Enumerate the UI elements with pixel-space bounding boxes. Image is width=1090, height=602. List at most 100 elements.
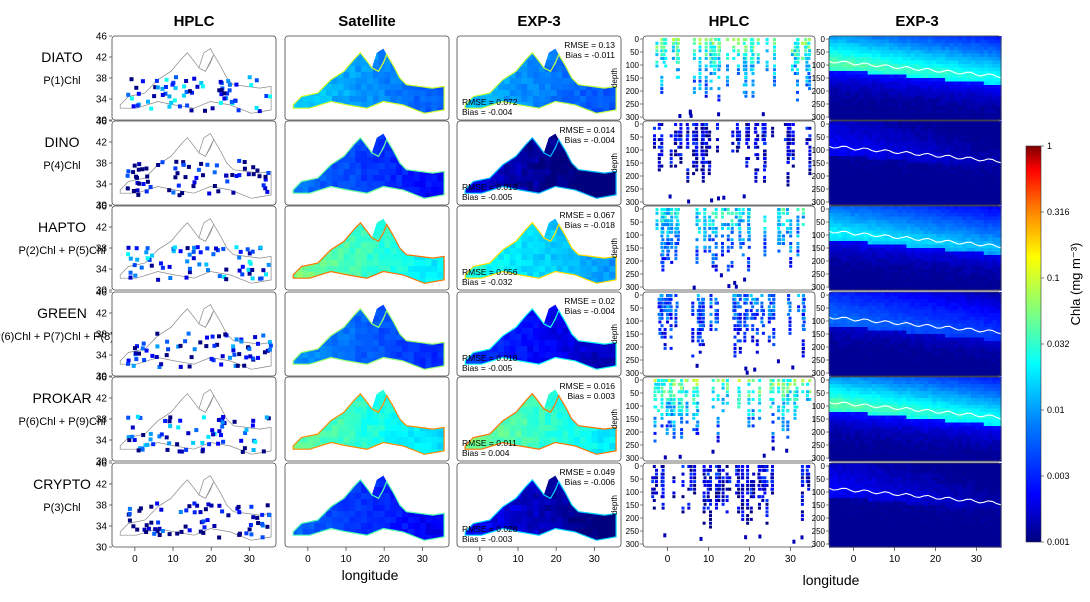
section-cell (884, 198, 890, 203)
hplc-profile-sample (765, 41, 769, 45)
section-cell (996, 131, 1002, 136)
section-cell (897, 46, 903, 51)
field-cell (533, 66, 540, 73)
hplc-profile-sample (749, 60, 753, 64)
field-cell (349, 236, 356, 243)
hplc-profile-sample (701, 175, 705, 179)
section-cell (850, 187, 856, 192)
hplc-profile-sample (704, 38, 708, 41)
field-cell (326, 254, 333, 261)
section-cell (996, 92, 1002, 97)
section-cell (962, 187, 968, 192)
section-cell (889, 60, 895, 65)
section-cell (962, 102, 968, 107)
hplc-profile-sample (657, 164, 661, 168)
section-cell (915, 88, 920, 93)
section-cell (988, 159, 993, 164)
section-cell (867, 191, 873, 196)
field-cell (372, 169, 380, 176)
section-cell (936, 163, 942, 168)
field-cell (585, 84, 593, 91)
section-cell (923, 39, 929, 44)
section-cell (859, 145, 864, 150)
section-cell (996, 74, 1002, 79)
section-cell (992, 198, 998, 203)
section-cell (945, 99, 950, 104)
field-cell (361, 151, 368, 158)
y-tick-label: 42 (96, 138, 108, 149)
field-cell (603, 90, 610, 97)
section-cell (910, 159, 916, 164)
section-cell (876, 113, 882, 118)
section-cell (884, 95, 890, 100)
section-cell (975, 109, 981, 114)
field-cell (413, 175, 421, 182)
field-cell (331, 260, 339, 267)
section-cell (927, 180, 933, 185)
section-cell (927, 106, 933, 111)
section-cell (841, 102, 847, 107)
section-cell (932, 95, 938, 100)
hplc-sample (160, 86, 165, 91)
section-cell (829, 116, 834, 121)
field-cell (396, 266, 403, 273)
field-cell (603, 193, 610, 199)
hplc-sample (207, 191, 212, 196)
field-cell (425, 260, 433, 267)
section-cell (949, 187, 955, 192)
section-cell (872, 156, 877, 161)
section-cell (884, 142, 890, 147)
section-cell (940, 156, 946, 161)
field-cell (402, 96, 409, 103)
hplc-profile-sample (713, 72, 717, 75)
section-cell (932, 43, 938, 48)
hplc-profile-sample (676, 41, 680, 45)
field-cell (355, 230, 362, 237)
hplc-profile-sample (796, 41, 799, 45)
section-cell (975, 187, 981, 192)
section-cell (859, 102, 864, 107)
section-cell (932, 109, 938, 114)
hplc-profile-sample (786, 157, 790, 160)
field-cell (343, 266, 351, 273)
section-cell (923, 78, 929, 83)
field-cell (390, 96, 397, 103)
hplc-profile-sample (796, 60, 799, 64)
section-cell (833, 198, 839, 203)
section-cell (829, 163, 834, 168)
hplc-sample (258, 245, 263, 250)
section-cell (979, 152, 985, 157)
section-cell (829, 194, 834, 199)
section-cell (992, 170, 998, 175)
section-cell (884, 81, 890, 86)
hplc-sample (181, 160, 186, 165)
section-cell (906, 85, 912, 90)
field-cell (609, 102, 616, 109)
hplc-profile-sample (753, 126, 757, 130)
section-cell (893, 198, 899, 203)
field-cell (527, 187, 534, 194)
section-cell (841, 64, 847, 69)
section-cell (837, 67, 843, 72)
section-cell (992, 113, 998, 118)
section-cell (902, 201, 907, 206)
section-cell (979, 95, 985, 100)
section-cell (910, 106, 916, 111)
section-cell (915, 99, 920, 104)
section-cell (902, 43, 907, 48)
hplc-profile-sample (807, 45, 811, 49)
section-cell (988, 145, 993, 150)
section-cell (996, 46, 1002, 51)
section-cell (867, 60, 873, 65)
section-cell (829, 99, 834, 104)
hplc-profile-sample (742, 56, 746, 60)
field-cell (533, 145, 540, 152)
hplc-profile-sample (717, 41, 721, 45)
section-cell (859, 78, 864, 83)
section-cell (897, 159, 903, 164)
hplc-profile-sample (698, 68, 702, 72)
hplc-profile-sample (674, 130, 678, 134)
section-cell (867, 81, 873, 86)
section-cell (970, 88, 976, 93)
hplc-profile-sample (700, 168, 704, 172)
